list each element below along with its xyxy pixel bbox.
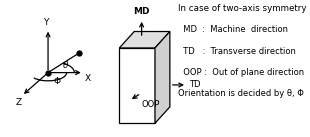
Polygon shape <box>119 32 170 48</box>
Text: MD  :  Machine  direction: MD : Machine direction <box>178 25 288 34</box>
Polygon shape <box>155 32 170 123</box>
Text: Z: Z <box>16 98 22 107</box>
Text: Orientation is decided by θ, Φ: Orientation is decided by θ, Φ <box>178 89 304 98</box>
Text: MD: MD <box>133 7 150 16</box>
Text: In case of two-axis symmetry: In case of two-axis symmetry <box>178 4 307 13</box>
Text: X: X <box>84 74 91 83</box>
Text: OOP: OOP <box>142 100 160 109</box>
Text: Y: Y <box>43 18 48 27</box>
Text: TD   :  Transverse direction: TD : Transverse direction <box>178 47 296 56</box>
Text: OOP :  Out of plane direction: OOP : Out of plane direction <box>178 68 304 77</box>
Text: TD: TD <box>189 80 200 89</box>
Text: $\theta$: $\theta$ <box>61 59 69 70</box>
Text: $\Phi$: $\Phi$ <box>53 75 62 86</box>
Polygon shape <box>119 48 155 123</box>
